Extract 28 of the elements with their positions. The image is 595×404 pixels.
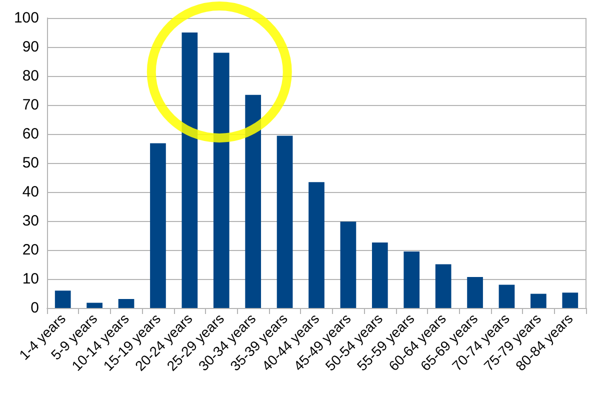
y-tick-label: 20 [22, 242, 39, 258]
bar [340, 222, 356, 308]
y-tick-label: 10 [22, 270, 39, 288]
bar [562, 292, 578, 308]
bar [182, 32, 198, 308]
y-tick-label: 90 [22, 38, 39, 56]
y-tick-label: 60 [22, 126, 39, 142]
bar [213, 52, 230, 308]
bar [498, 284, 515, 308]
bar [118, 299, 134, 308]
bar [467, 276, 483, 308]
y-tick-label: 100 [14, 10, 39, 26]
bar [54, 290, 71, 308]
bar [86, 302, 102, 308]
bar [372, 242, 388, 308]
bar [404, 251, 420, 308]
bar [530, 294, 546, 308]
bar [150, 143, 166, 308]
bar [435, 264, 452, 308]
y-tick-label: 70 [22, 96, 39, 114]
bar [276, 136, 293, 308]
y-tick-label: 40 [22, 184, 39, 200]
bar [308, 182, 324, 308]
y-tick-label: 80 [22, 68, 39, 84]
y-tick-label: 50 [22, 154, 39, 172]
bar [245, 94, 262, 308]
y-tick-label: 0 [30, 300, 39, 316]
y-tick-label: 30 [22, 212, 39, 230]
